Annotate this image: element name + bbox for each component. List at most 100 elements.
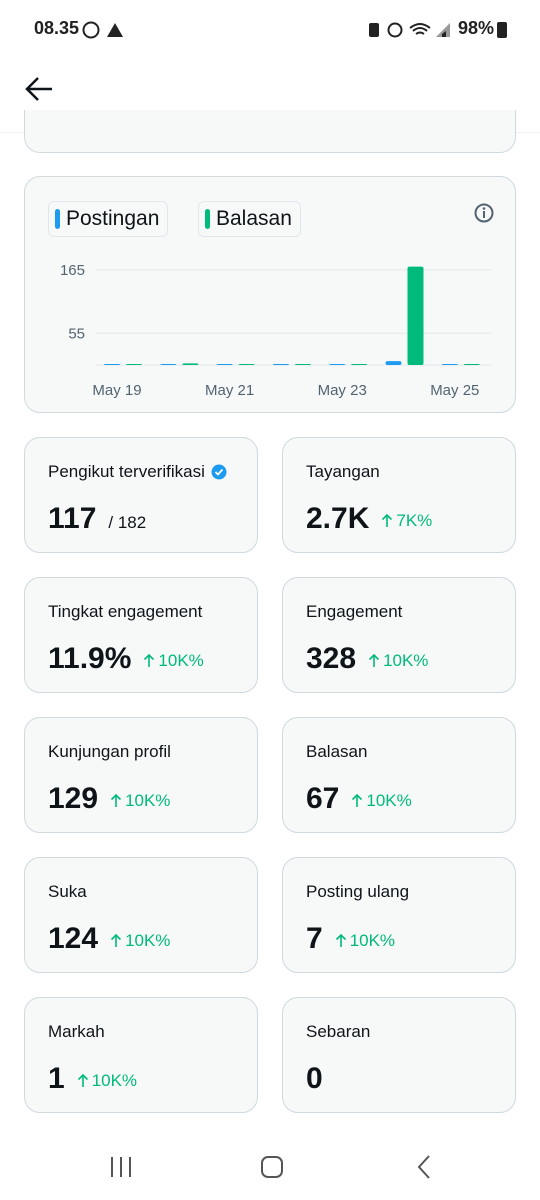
stat-card: Suka 124 10K% [24, 857, 258, 973]
stat-label-row: Posting ulang [306, 882, 409, 902]
stat-row: 7 10K% [306, 922, 395, 956]
stat-change: 10K% [351, 790, 412, 811]
stat-label: Tingkat engagement [48, 602, 203, 621]
bar [463, 364, 480, 365]
bar [329, 364, 346, 365]
status-icons-right [369, 22, 450, 38]
stat-change-text: 10K% [366, 790, 412, 810]
stat-change-text: 10K% [383, 650, 429, 670]
legend-swatch [55, 209, 60, 229]
stat-change: 10K% [335, 931, 395, 951]
up-arrow [110, 793, 122, 807]
bar [272, 364, 289, 365]
back-button[interactable] [24, 74, 56, 104]
stat-label: Tayangan [306, 462, 380, 481]
bar [294, 364, 311, 365]
stat-label-row: Engagement [306, 602, 402, 622]
stat-row: 124 10K% [48, 922, 170, 956]
stat-change: 10K% [77, 1071, 137, 1091]
up-arrow [77, 1073, 88, 1087]
stat-card: Sebaran 0 [282, 997, 516, 1113]
stat-change: 10K% [143, 650, 204, 671]
stat-label: Pengikut terverifikasi [48, 462, 205, 481]
stat-change-text: 7K% [396, 510, 433, 530]
x-tick-label: May 19 [92, 382, 141, 399]
stat-value: 117 [48, 502, 97, 535]
legend-label: Postingan [66, 207, 160, 230]
stat-value: 124 [48, 922, 99, 955]
bar [351, 364, 368, 365]
stat-label: Kunjungan profil [48, 742, 171, 761]
bar [238, 364, 255, 365]
bar [182, 363, 199, 365]
stat-label: Suka [48, 882, 87, 901]
bar [104, 364, 120, 365]
info-icon[interactable] [473, 202, 495, 224]
stat-row: 67 10K% [306, 782, 412, 816]
stat-label-row: Suka [48, 882, 87, 902]
stat-value: 1 [48, 1062, 65, 1095]
stat-label-row: Kunjungan profil [48, 742, 171, 762]
bar [441, 364, 458, 365]
stat-value: 11.9% [48, 642, 132, 675]
stat-change-text: 10K% [91, 1070, 138, 1090]
stat-value: 67 [306, 782, 340, 815]
stat-row: 328 10K% [306, 642, 428, 676]
up-arrow [368, 653, 380, 667]
stat-value: 129 [48, 782, 99, 815]
legend-item: Balasan [198, 201, 301, 237]
stat-card: Kunjungan profil 129 10K% [24, 717, 258, 833]
stat-change: 7K% [381, 511, 432, 531]
up-arrow [144, 653, 155, 667]
stat-row: 11.9% 10K% [48, 642, 204, 676]
stat-card: Pengikut terverifikasi 117 / 182 [24, 437, 258, 553]
battery-icon [497, 22, 507, 38]
stat-row: 2.7K 7K% [306, 502, 432, 536]
up-arrow [335, 933, 346, 947]
bar [407, 266, 424, 365]
up-arrow [382, 513, 393, 527]
x-tick-label: May 21 [205, 382, 254, 399]
stat-change: 10K% [110, 791, 170, 811]
stat-change-text: 10K% [125, 930, 171, 950]
x-tick-label: May 23 [318, 382, 367, 399]
y-tick-label: 165 [60, 262, 85, 279]
stat-card: Posting ulang 7 10K% [282, 857, 516, 973]
stat-label-row: Balasan [306, 742, 367, 762]
status-time: 08.35 [34, 18, 80, 38]
stat-label: Sebaran [306, 1022, 371, 1041]
stat-change-text: 10K% [349, 930, 396, 950]
y-tick-label: 55 [68, 325, 85, 342]
x-tick-label: May 25 [430, 382, 479, 399]
stat-row: 129 10K% [48, 782, 170, 816]
chart: 55 165 May 19 May 21 May 23 May 25 [60, 262, 491, 399]
stat-value: 328 [306, 642, 357, 675]
stat-change-text: 10K% [158, 650, 204, 670]
chart-card: 55 165 May 19 May 21 May 23 May 25 Postingan B… [24, 176, 516, 413]
stat-card: Tingkat engagement 11.9% 10K% [24, 577, 258, 693]
stat-label: Posting ulang [306, 882, 410, 901]
cut-off-card [24, 110, 516, 153]
stat-row: 117 / 182 [48, 502, 146, 536]
stat-label-row: Pengikut terverifikasi [48, 462, 227, 482]
bar [126, 364, 142, 365]
stat-change: 10K% [110, 931, 170, 951]
stat-value: 0 [306, 1062, 323, 1095]
stat-label-row: Markah [48, 1022, 105, 1042]
stat-card: Balasan 67 10K% [282, 717, 516, 833]
stat-label: Markah [48, 1022, 105, 1041]
stat-value: 7 [306, 922, 323, 955]
stat-change-text: 10K% [125, 790, 171, 810]
stat-value: 2.7K [306, 502, 370, 535]
stat-sub: / 182 [108, 513, 147, 532]
stat-card: Engagement 328 10K% [282, 577, 516, 693]
bar [160, 364, 177, 365]
bar [385, 361, 402, 365]
status-battery: 98% [458, 18, 495, 38]
legend-label: Balasan [216, 207, 292, 230]
legend-item: Postingan [48, 201, 169, 237]
stat-label-row: Tingkat engagement [48, 602, 202, 622]
stat-row: 1 10K% [48, 1062, 137, 1096]
